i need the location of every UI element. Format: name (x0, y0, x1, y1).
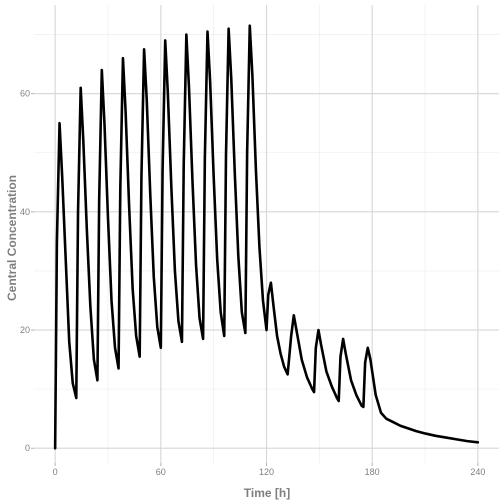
x-axis-title: Time [h] (244, 486, 290, 500)
y-tick-label: 0 (25, 443, 30, 453)
x-tick-label: 180 (365, 467, 380, 477)
x-tick-label: 0 (53, 467, 58, 477)
y-tick-label: 40 (20, 207, 30, 217)
series-line-1 (53, 24, 480, 450)
x-tick-label: 120 (259, 467, 274, 477)
y-tick-label: 20 (20, 325, 30, 335)
major-gridlines (34, 5, 499, 463)
x-tick-label: 240 (470, 467, 485, 477)
x-tick-labels: 0 60 120 180 240 (53, 463, 485, 477)
y-tick-label: 60 (20, 89, 30, 99)
y-tick-labels: 0 20 40 60 (20, 89, 34, 453)
x-tick-label: 60 (156, 467, 166, 477)
series-layer (53, 24, 480, 450)
y-axis-title: Central Concentration (5, 175, 19, 301)
